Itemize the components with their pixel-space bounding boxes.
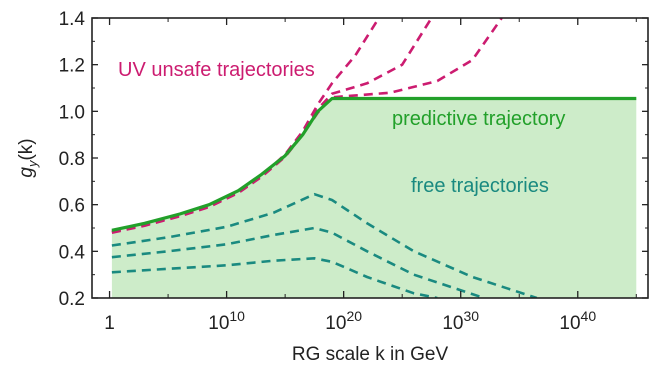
x-tick-label: 1 (104, 313, 115, 334)
x-tick-label: 1010 (208, 308, 245, 334)
y-axis-title: gy(k) (16, 138, 40, 177)
y-axis-title-subscript: y (25, 159, 40, 168)
y-axis-title-arg: (k) (16, 138, 37, 160)
uv-trajectory-2 (111, 18, 433, 234)
free-region-fill (111, 98, 637, 298)
y-tick-label: 1.2 (59, 56, 85, 77)
y-tick-label: 1.4 (59, 9, 86, 30)
uv-annotation: UV unsafe trajectories (118, 59, 315, 81)
predictive-trajectory-0 (111, 96, 637, 232)
free-trajectory-5 (111, 226, 485, 298)
y-tick-label: 0.2 (59, 289, 85, 310)
y-tick-label: 0.8 (59, 149, 85, 170)
free-trajectory-6 (111, 256, 438, 298)
tick-group: 0.2 0.4 0.6 0.8 1.0 1.2 1.4 1 1010 1020 1030 1040 (59, 9, 648, 334)
y-axis-title-symbol: g (16, 167, 37, 178)
y-tick-label: 0.4 (59, 242, 86, 263)
x-tick-label: 1040 (559, 308, 596, 334)
predictive-annotation: predictive trajectory (392, 108, 565, 130)
x-tick-label: 1030 (442, 308, 479, 334)
x-tick-label: 1020 (325, 308, 362, 334)
series-group (111, 18, 637, 298)
y-tick-label: 1.0 (59, 102, 85, 123)
y-tick-label: 0.6 (59, 196, 85, 217)
x-axis-title: RG scale k in GeV (292, 344, 449, 365)
uv-trajectory-3 (111, 18, 503, 234)
free-annotation: free trajectories (411, 175, 549, 197)
free-region-area (111, 98, 637, 298)
